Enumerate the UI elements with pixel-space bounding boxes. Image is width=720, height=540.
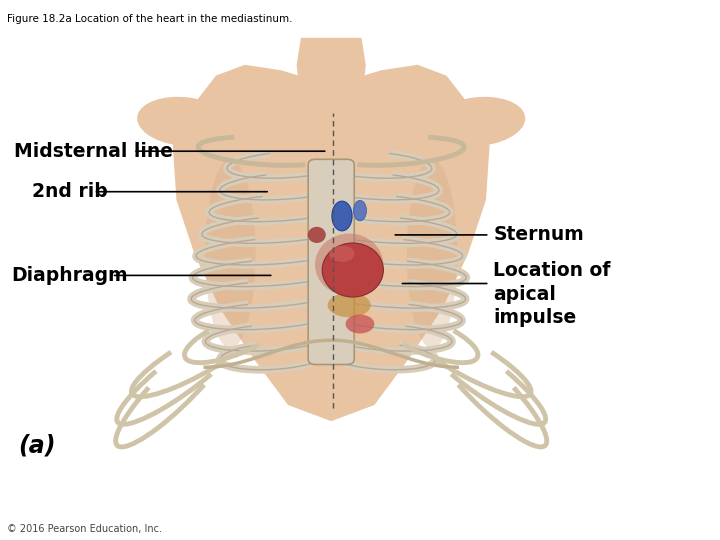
Ellipse shape	[346, 314, 374, 333]
FancyBboxPatch shape	[308, 159, 354, 364]
Text: 2nd rib: 2nd rib	[32, 182, 108, 201]
Ellipse shape	[323, 243, 384, 297]
Text: Location of
apical
impulse: Location of apical impulse	[493, 261, 611, 327]
Ellipse shape	[328, 293, 371, 317]
Polygon shape	[297, 38, 366, 86]
Text: (a): (a)	[18, 434, 55, 457]
Ellipse shape	[433, 97, 525, 146]
Ellipse shape	[332, 201, 352, 231]
Ellipse shape	[315, 233, 384, 296]
Text: Figure 18.2a Location of the heart in the mediastinum.: Figure 18.2a Location of the heart in th…	[7, 14, 293, 24]
Ellipse shape	[205, 159, 256, 348]
Ellipse shape	[354, 200, 366, 221]
Ellipse shape	[308, 227, 325, 243]
Polygon shape	[173, 65, 490, 421]
Text: Sternum: Sternum	[493, 225, 584, 245]
Ellipse shape	[407, 159, 457, 348]
Ellipse shape	[138, 97, 230, 146]
Text: Diaphragm: Diaphragm	[11, 266, 127, 285]
Text: © 2016 Pearson Education, Inc.: © 2016 Pearson Education, Inc.	[7, 523, 162, 534]
Ellipse shape	[329, 246, 355, 262]
Text: Midsternal line: Midsternal line	[14, 141, 174, 161]
